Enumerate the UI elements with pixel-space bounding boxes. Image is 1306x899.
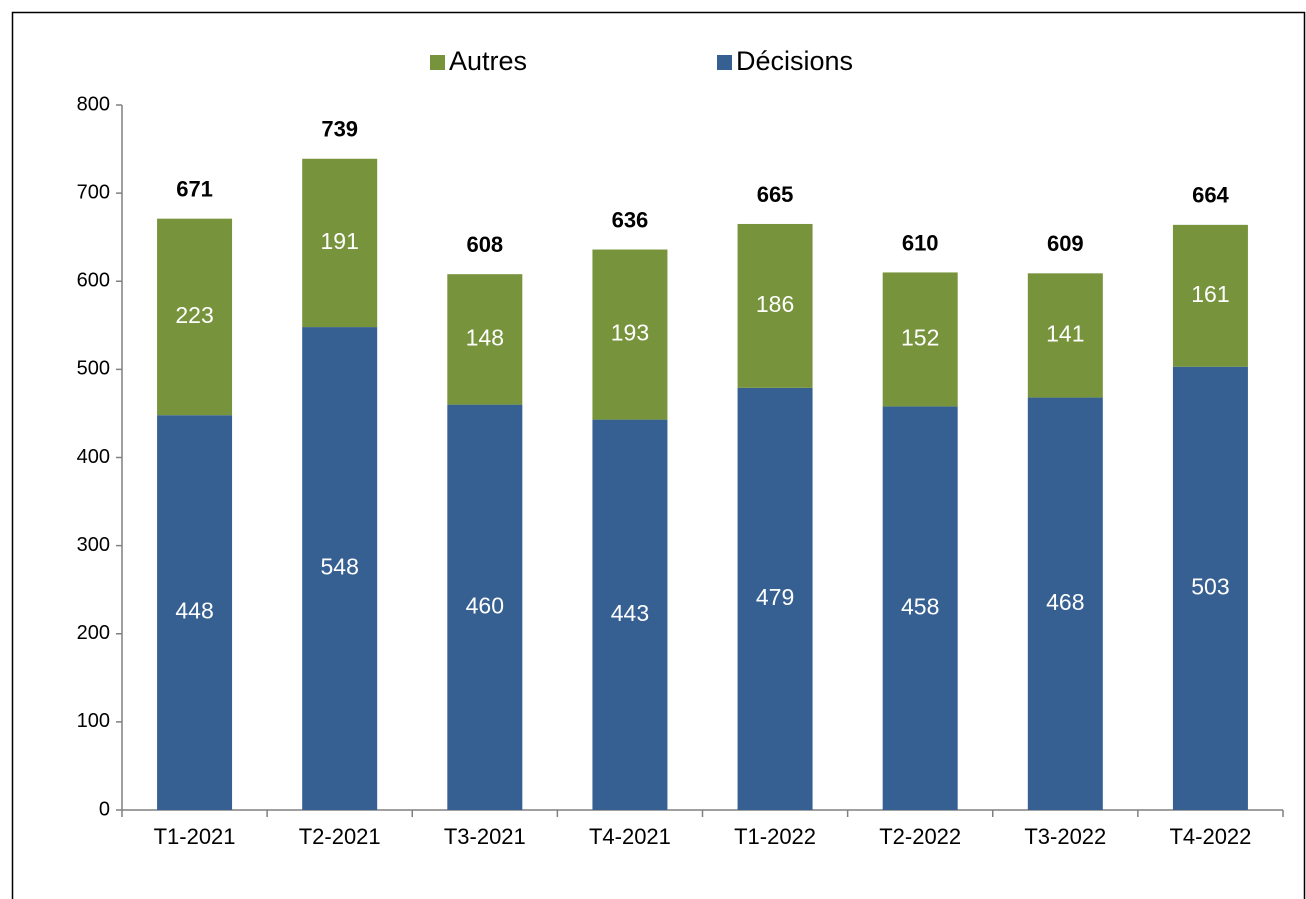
value-label: 479 <box>756 584 794 610</box>
value-label: 503 <box>1191 573 1229 599</box>
value-label: 468 <box>1046 589 1084 615</box>
bar-segment <box>882 406 958 810</box>
x-tick-label: T2-2021 <box>299 824 381 849</box>
total-label: 664 <box>1192 183 1229 208</box>
x-tick-label: T3-2021 <box>444 824 526 849</box>
bar-segment <box>1172 366 1248 810</box>
total-label: 608 <box>466 232 503 257</box>
total-label: 636 <box>612 207 649 232</box>
bar-segment <box>447 404 523 810</box>
legend-label: Autres <box>449 46 527 76</box>
value-label: 193 <box>611 320 649 346</box>
value-label: 460 <box>466 592 504 618</box>
legend-swatch <box>430 55 445 70</box>
value-label: 161 <box>1191 281 1229 307</box>
total-label: 665 <box>757 182 794 207</box>
bar-segment <box>1027 273 1103 398</box>
bar-segment <box>157 218 233 416</box>
value-label: 223 <box>175 302 213 328</box>
bar-segment <box>157 415 233 810</box>
y-tick-label: 0 <box>99 798 110 820</box>
y-tick-label: 500 <box>77 358 110 380</box>
value-label: 458 <box>901 593 939 619</box>
value-label: 191 <box>321 228 359 254</box>
x-tick-label: T4-2022 <box>1169 824 1251 849</box>
bar-segment <box>302 158 378 328</box>
total-label: 739 <box>321 117 358 142</box>
bar-segment <box>302 327 378 810</box>
total-label: 610 <box>902 230 939 255</box>
value-label: 548 <box>321 554 359 580</box>
value-label: 152 <box>901 324 939 350</box>
y-tick-label: 300 <box>77 534 110 556</box>
bar-segment <box>592 419 668 810</box>
x-tick-label: T4-2021 <box>589 824 671 849</box>
bar-segment <box>1172 224 1248 367</box>
y-tick-label: 700 <box>77 181 110 203</box>
total-label: 671 <box>176 176 213 201</box>
bar-segment <box>882 272 958 407</box>
bar-segment <box>737 223 813 388</box>
chart-frame <box>11 11 1306 899</box>
x-tick-label: T1-2021 <box>154 824 236 849</box>
x-tick-label: T2-2022 <box>879 824 961 849</box>
bar-segment <box>737 387 813 810</box>
bar-segment <box>592 249 668 420</box>
bar-segment <box>1027 397 1103 810</box>
x-tick-label: T1-2022 <box>734 824 816 849</box>
value-label: 448 <box>175 598 213 624</box>
y-tick-label: 800 <box>77 93 110 115</box>
value-label: 148 <box>466 324 504 350</box>
legend-label: Décisions <box>736 46 853 76</box>
y-tick-label: 600 <box>77 270 110 292</box>
y-tick-label: 200 <box>77 622 110 644</box>
value-label: 443 <box>611 600 649 626</box>
legend-swatch <box>717 55 732 70</box>
value-label: 186 <box>756 291 794 317</box>
total-label: 609 <box>1047 231 1084 256</box>
y-tick-label: 400 <box>77 446 110 468</box>
value-label: 141 <box>1046 321 1084 347</box>
bar-segment <box>447 274 523 405</box>
x-tick-label: T3-2022 <box>1024 824 1106 849</box>
y-tick-label: 100 <box>77 710 110 732</box>
